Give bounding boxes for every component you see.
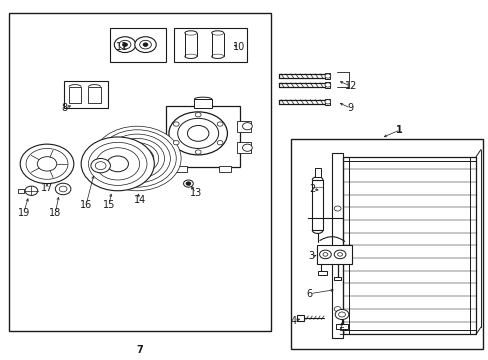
Circle shape bbox=[59, 186, 67, 192]
Circle shape bbox=[242, 123, 252, 130]
Text: 6: 6 bbox=[306, 289, 312, 299]
Circle shape bbox=[55, 183, 71, 195]
Bar bbox=[64, 81, 108, 108]
Circle shape bbox=[337, 253, 342, 256]
Text: 9: 9 bbox=[347, 103, 353, 113]
Circle shape bbox=[122, 43, 127, 46]
Circle shape bbox=[333, 246, 340, 251]
Circle shape bbox=[325, 83, 330, 87]
Circle shape bbox=[93, 126, 181, 191]
Text: 16: 16 bbox=[80, 200, 92, 210]
Text: 11: 11 bbox=[115, 42, 127, 52]
Circle shape bbox=[91, 158, 110, 173]
Bar bbox=[166, 107, 239, 167]
Text: 1: 1 bbox=[395, 125, 402, 135]
Circle shape bbox=[135, 37, 156, 53]
Text: 3: 3 bbox=[308, 251, 314, 261]
Circle shape bbox=[325, 100, 330, 104]
Circle shape bbox=[114, 37, 136, 53]
Circle shape bbox=[319, 250, 330, 259]
Circle shape bbox=[338, 312, 345, 317]
Text: 10: 10 bbox=[232, 42, 244, 52]
Bar bbox=[317, 271, 327, 275]
Circle shape bbox=[333, 250, 345, 259]
Circle shape bbox=[168, 112, 227, 155]
Bar bbox=[325, 82, 330, 88]
Circle shape bbox=[116, 143, 158, 174]
Circle shape bbox=[173, 140, 179, 145]
Circle shape bbox=[242, 144, 252, 151]
Circle shape bbox=[173, 122, 179, 126]
Circle shape bbox=[185, 182, 190, 185]
Bar bbox=[331, 153, 342, 338]
Circle shape bbox=[88, 142, 147, 185]
Circle shape bbox=[217, 122, 223, 126]
Circle shape bbox=[195, 113, 201, 117]
Circle shape bbox=[25, 186, 38, 195]
Circle shape bbox=[183, 180, 193, 187]
Text: 17: 17 bbox=[41, 183, 53, 193]
Circle shape bbox=[81, 137, 154, 191]
Bar bbox=[237, 142, 250, 153]
Circle shape bbox=[95, 162, 106, 170]
Bar bbox=[175, 166, 186, 172]
Text: 8: 8 bbox=[61, 103, 67, 113]
Text: 12: 12 bbox=[344, 81, 356, 91]
Circle shape bbox=[187, 126, 208, 141]
Circle shape bbox=[143, 43, 148, 46]
Bar bbox=[297, 315, 304, 320]
Circle shape bbox=[177, 118, 218, 148]
Circle shape bbox=[110, 138, 164, 179]
Bar bbox=[69, 87, 81, 103]
Circle shape bbox=[37, 157, 57, 171]
Bar bbox=[194, 99, 211, 108]
Circle shape bbox=[325, 74, 330, 78]
Circle shape bbox=[104, 134, 170, 183]
Bar bbox=[316, 244, 351, 264]
Bar bbox=[314, 168, 320, 177]
Circle shape bbox=[334, 310, 348, 319]
Bar bbox=[9, 13, 271, 330]
Bar bbox=[88, 87, 101, 103]
Text: 18: 18 bbox=[49, 208, 61, 218]
Bar bbox=[325, 73, 330, 79]
Bar bbox=[325, 99, 330, 105]
Circle shape bbox=[20, 144, 74, 184]
Circle shape bbox=[123, 148, 151, 168]
Text: 4: 4 bbox=[290, 316, 296, 325]
Bar bbox=[333, 277, 340, 280]
Circle shape bbox=[119, 40, 131, 49]
Text: 13: 13 bbox=[189, 188, 202, 198]
Text: 5: 5 bbox=[337, 327, 344, 337]
Bar bbox=[219, 166, 230, 172]
Bar bbox=[110, 28, 166, 62]
Bar bbox=[335, 324, 347, 329]
Circle shape bbox=[217, 140, 223, 145]
Text: 7: 7 bbox=[136, 345, 143, 355]
Circle shape bbox=[195, 150, 201, 154]
Bar bbox=[290, 139, 483, 348]
Text: 15: 15 bbox=[102, 200, 115, 210]
Bar bbox=[18, 189, 23, 193]
Circle shape bbox=[98, 130, 176, 187]
Bar bbox=[312, 180, 323, 230]
Circle shape bbox=[323, 253, 327, 256]
Circle shape bbox=[333, 307, 340, 312]
Circle shape bbox=[26, 148, 68, 179]
Text: 2: 2 bbox=[309, 184, 315, 194]
Circle shape bbox=[107, 156, 128, 172]
Circle shape bbox=[96, 148, 140, 180]
Bar bbox=[237, 121, 250, 132]
Circle shape bbox=[121, 146, 154, 171]
Text: 14: 14 bbox=[133, 195, 145, 205]
Bar bbox=[173, 28, 246, 62]
Circle shape bbox=[140, 40, 151, 49]
Text: 19: 19 bbox=[18, 208, 30, 218]
Circle shape bbox=[333, 206, 340, 211]
